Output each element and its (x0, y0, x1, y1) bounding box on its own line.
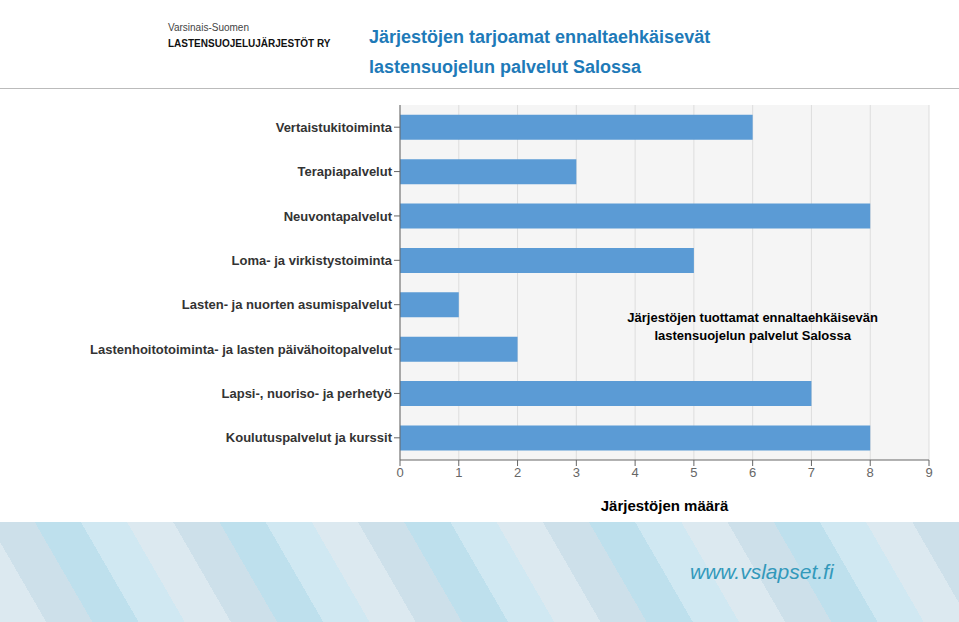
svg-text:Neuvontapalvelut: Neuvontapalvelut (284, 209, 393, 224)
svg-text:2: 2 (514, 465, 521, 480)
svg-text:Loma- ja virkistystoiminta: Loma- ja virkistystoiminta (232, 253, 393, 268)
svg-text:Lasten- ja nuorten asumispalve: Lasten- ja nuorten asumispalvelut (182, 297, 393, 312)
svg-text:0: 0 (396, 465, 403, 480)
svg-text:Terapiapalvelut: Terapiapalvelut (298, 164, 393, 179)
svg-text:5: 5 (690, 465, 697, 480)
html-text:Järjestöjen tuottamat ennaltae: Järjestöjen tuottamat ennaltaehkäisevän … (627, 309, 878, 343)
svg-text:Koulutuspalvelut ja kurssit: Koulutuspalvelut ja kurssit (226, 430, 393, 445)
svg-text:4: 4 (631, 465, 638, 480)
svg-text:6: 6 (749, 465, 756, 480)
html-text:Järjestöjen määrä: Järjestöjen määrä (600, 497, 729, 514)
svg-text:Vertaistukitoiminta: Vertaistukitoiminta (276, 120, 393, 135)
html-text:www.vslapset.fi: www.vslapset.fi (690, 560, 834, 583)
svg-text:1: 1 (455, 465, 462, 480)
svg-text:3: 3 (573, 465, 580, 480)
svg-text:Lastenhoitotoiminta- ja lasten: Lastenhoitotoiminta- ja lasten päivähoit… (90, 342, 393, 357)
html-text:Varsinais-Suomen: Varsinais-Suomen (168, 22, 249, 33)
svg-text:9: 9 (925, 465, 932, 480)
html-text:LASTENSUOJELUJÄRJESTÖT RY: LASTENSUOJELUJÄRJESTÖT RY (168, 38, 331, 49)
svg-text:7: 7 (808, 465, 815, 480)
svg-text:8: 8 (867, 465, 874, 480)
svg-text:Lapsi-, nuoriso- ja perhetyö: Lapsi-, nuoriso- ja perhetyö (222, 386, 393, 401)
html-text:Järjestöjen tarjoamat ennaltae: Järjestöjen tarjoamat ennaltaehkäisevät … (369, 27, 711, 77)
